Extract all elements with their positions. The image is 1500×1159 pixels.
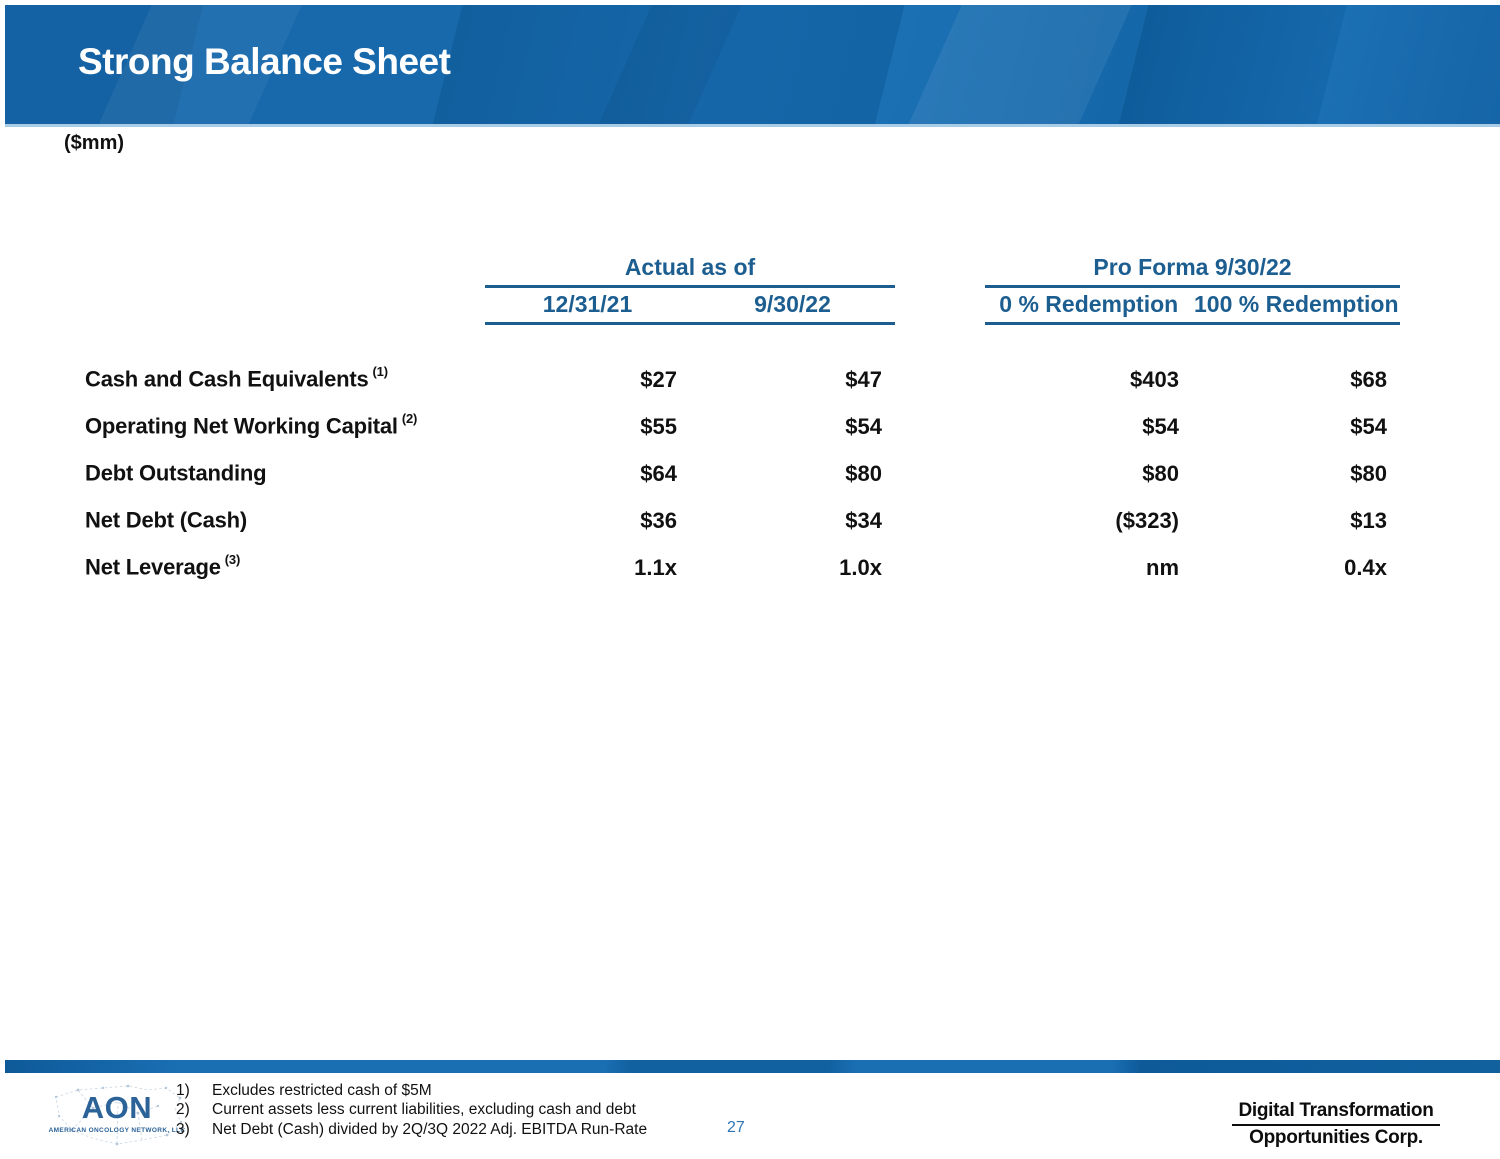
- column-headers-actual: 12/31/21 9/30/22: [485, 288, 895, 325]
- cell-value: $80: [845, 460, 882, 486]
- footer-accent-bar: [5, 1060, 1500, 1073]
- footnote-text: Current assets less current liabilities,…: [212, 1101, 636, 1119]
- row-label: Net Leverage (3): [85, 552, 485, 580]
- footnote-3: 3) Net Debt (Cash) divided by 2Q/3Q 2022…: [176, 1120, 647, 1139]
- cell-value: $54: [1350, 413, 1387, 439]
- table-row-cash-equivalents: Cash and Cash Equivalents (1) $27 $47 $40…: [85, 356, 1400, 403]
- footnotes: 1) Excludes restricted cash of $5M 2) Cu…: [176, 1081, 647, 1139]
- cell-value: $80: [1142, 460, 1179, 486]
- cell-value: $64: [640, 460, 677, 486]
- page-number: 27: [727, 1119, 745, 1136]
- column-header-0-redemption: 0 % Redemption: [999, 291, 1179, 317]
- footnote-text: Net Debt (Cash) divided by 2Q/3Q 2022 Ad…: [212, 1120, 648, 1138]
- table-row-net-debt: Net Debt (Cash) $36 $34 ($323) $13: [85, 497, 1400, 544]
- footnote-text: Excludes restricted cash of $5M: [212, 1082, 432, 1099]
- column-group-actual: Actual as of 12/31/21 9/30/22: [485, 254, 895, 325]
- cell-value: $80: [1350, 460, 1387, 486]
- cell-value: $47: [845, 366, 882, 392]
- cell-value: nm: [1146, 554, 1179, 580]
- footnote-marker: (2): [401, 411, 418, 427]
- title-banner: Strong Balance Sheet: [5, 5, 1500, 127]
- cell-value: 0.4x: [1344, 554, 1387, 580]
- cell-value: $34: [845, 507, 882, 533]
- group-header-actual-as-of: Actual as of: [485, 254, 895, 288]
- cell-value: $403: [1130, 366, 1179, 392]
- cell-value: ($323): [1115, 507, 1179, 533]
- usa-network-map-graphic: [54, 1084, 183, 1146]
- column-group-pro-forma: Pro Forma 9/30/22 0 % Redemption 100 % R…: [985, 254, 1400, 325]
- banner-stripe: [899, 5, 1141, 124]
- footnote-1: 1) Excludes restricted cash of $5M: [176, 1081, 647, 1100]
- column-header-100-redemption: 100 % Redemption: [1194, 291, 1399, 317]
- units-label: ($mm): [64, 132, 125, 154]
- table-row-debt-outstanding: Debt Outstanding $64 $80 $80 $80: [85, 450, 1400, 497]
- footnote-2: 2) Current assets less current liabiliti…: [176, 1100, 647, 1119]
- footnote-marker: (1): [372, 364, 389, 380]
- cell-value: $55: [640, 413, 677, 439]
- group-header-pro-forma: Pro Forma 9/30/22: [985, 254, 1400, 288]
- cell-value: $68: [1350, 366, 1387, 392]
- dtoc-logo-line1: Digital Transformation: [1232, 1100, 1440, 1126]
- dtoc-logo-line2: Opportunities Corp.: [1249, 1127, 1423, 1148]
- row-label-text: Net Leverage: [85, 554, 221, 580]
- cell-value: $13: [1350, 507, 1387, 533]
- banner-stripe: [589, 5, 751, 124]
- aon-logo: AON AMERICAN ONCOLOGY NETWORK, LLC: [46, 1077, 188, 1155]
- row-label-text: Debt Outstanding: [85, 460, 267, 486]
- column-header-12-31-21: 12/31/21: [542, 291, 633, 317]
- footnote-number: 2): [176, 1101, 190, 1119]
- footnote-marker: (3): [224, 552, 241, 568]
- aon-logo-wordmark: AON: [81, 1090, 153, 1125]
- cell-value: 1.1x: [634, 554, 677, 580]
- balance-sheet-table: Cash and Cash Equivalents (1) $27 $47 $40…: [85, 356, 1400, 591]
- table-row-working-capital: Operating Net Working Capital (2) $55 $54…: [85, 403, 1400, 450]
- column-header-9-30-22: 9/30/22: [754, 291, 831, 317]
- page-title: Strong Balance Sheet: [78, 41, 451, 82]
- cell-value: $54: [845, 413, 882, 439]
- cell-value: $54: [1142, 413, 1179, 439]
- cell-value: $36: [640, 507, 677, 533]
- row-label: Net Debt (Cash): [85, 507, 485, 533]
- cell-value: 1.0x: [839, 554, 882, 580]
- footnote-number: 1): [176, 1082, 190, 1099]
- row-label-text: Net Debt (Cash): [85, 507, 248, 533]
- row-label: Debt Outstanding: [85, 460, 485, 486]
- dtoc-logo: Digital Transformation Opportunities Cor…: [1232, 1100, 1440, 1149]
- row-label-text: Cash and Cash Equivalents: [85, 366, 369, 392]
- row-label: Cash and Cash Equivalents (1): [85, 364, 485, 392]
- column-headers-pro-forma: 0 % Redemption 100 % Redemption: [985, 288, 1400, 325]
- row-label-text: Operating Net Working Capital: [85, 413, 398, 439]
- cell-value: $27: [640, 366, 677, 392]
- aon-logo-subtitle: AMERICAN ONCOLOGY NETWORK, LLC: [48, 1127, 186, 1134]
- footnote-number: 3): [176, 1120, 190, 1138]
- row-label: Operating Net Working Capital (2): [85, 411, 485, 439]
- table-row-net-leverage: Net Leverage (3) 1.1x 1.0x nm 0.4x: [85, 544, 1400, 591]
